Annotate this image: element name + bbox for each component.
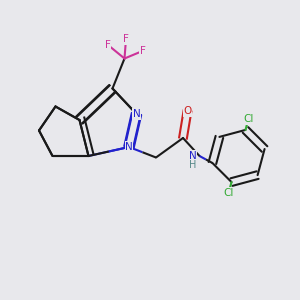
Text: F: F	[140, 46, 146, 56]
Text: N: N	[133, 109, 140, 119]
Text: Cl: Cl	[243, 115, 254, 124]
Text: N: N	[125, 142, 133, 152]
Text: F: F	[123, 34, 129, 44]
Text: F: F	[105, 40, 111, 50]
Text: Cl: Cl	[224, 188, 234, 197]
Text: N: N	[189, 151, 197, 161]
Text: O: O	[183, 106, 192, 116]
Text: H: H	[189, 160, 197, 170]
